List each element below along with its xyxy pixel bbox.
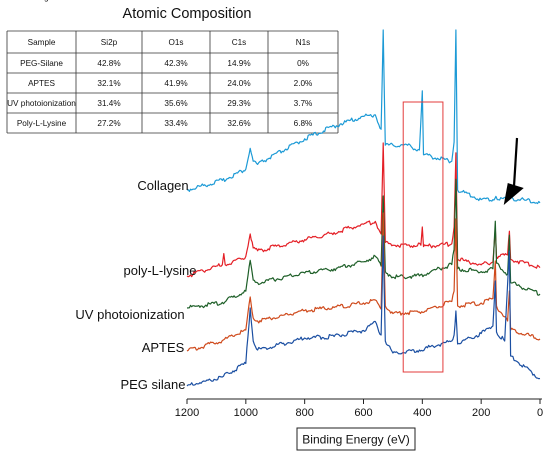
x-axis-label-box	[296, 427, 416, 451]
highlight-box	[402, 101, 444, 373]
x-tick-label: 0	[537, 407, 543, 419]
series-label: APTES	[142, 340, 185, 355]
table-cell: 2.0%	[294, 79, 313, 88]
table-header-cell: Si2p	[101, 38, 118, 47]
composition-table: Sample Si2p O1s C1s N1s PEG-Silane 42.8% 42.3% 1…	[7, 0, 314, 128]
table-cell: 24.0%	[227, 79, 250, 88]
x-tick-label: 1200	[175, 407, 199, 419]
table-title: Atomic Composition	[123, 6, 252, 22]
table-cell: 66.0%	[227, 0, 250, 2]
table-cell: 32.6%	[227, 119, 250, 128]
series-labels: Collagen poly-L-lysine UV photoionization A…	[75, 178, 196, 392]
table-header-cell: N1s	[296, 38, 311, 47]
series-label: PEG silane	[120, 377, 185, 392]
table-cell: 12.3%	[291, 0, 314, 2]
table-header-cell: Sample	[28, 38, 56, 47]
series-line	[186, 235, 541, 387]
table-cell: PEG-Silane	[20, 59, 63, 68]
spectra	[186, 29, 541, 387]
table-cell: 41.9%	[164, 79, 187, 88]
annotations	[402, 101, 524, 373]
x-tick-label: 400	[413, 407, 431, 419]
x-tick-label: 200	[472, 407, 490, 419]
table-cell: 20.8%	[164, 0, 187, 2]
composition-table-grid	[6, 30, 339, 134]
x-axis-ticks: 1200 1000 800 600 400 200 0	[175, 399, 543, 419]
table-cell: APTES	[28, 79, 55, 88]
table-cell: 42.3%	[164, 59, 187, 68]
x-tick-label: 1000	[234, 407, 258, 419]
series-line	[186, 212, 541, 352]
table-cell: Collagen	[25, 0, 58, 2]
table-cell: UV photoionization	[7, 99, 76, 108]
series-line	[186, 142, 541, 278]
series-label: Collagen	[137, 178, 188, 193]
table-header-cell: C1s	[232, 38, 247, 47]
series-label: UV photoionization	[75, 307, 184, 322]
table-header-cell: O1s	[168, 38, 183, 47]
table-cell: 0.9%	[100, 0, 119, 2]
x-axis-label: Binding Energy (eV)	[302, 433, 409, 447]
arrow-shaft	[512, 137, 519, 191]
table-cell: 27.2%	[97, 119, 120, 128]
table-cell: 0%	[297, 59, 309, 68]
table-cell: 29.3%	[227, 99, 250, 108]
table-cell: 35.6%	[164, 99, 187, 108]
series-line	[186, 178, 541, 309]
x-tick-label: 800	[295, 407, 313, 419]
table-cell: 33.4%	[164, 119, 187, 128]
table-cell: 31.4%	[97, 99, 120, 108]
table-cell: 6.8%	[294, 119, 313, 128]
series-label: poly-L-lysine	[124, 263, 197, 278]
table-cell: Poly-L-Lysine	[17, 119, 67, 128]
table-cell: 3.7%	[294, 99, 313, 108]
series-line	[186, 29, 541, 205]
table-cell: 42.8%	[97, 59, 120, 68]
arrow-head	[503, 183, 524, 205]
table-cell: 32.1%	[97, 79, 120, 88]
table-cell: 14.9%	[227, 59, 250, 68]
x-tick-label: 600	[354, 407, 372, 419]
